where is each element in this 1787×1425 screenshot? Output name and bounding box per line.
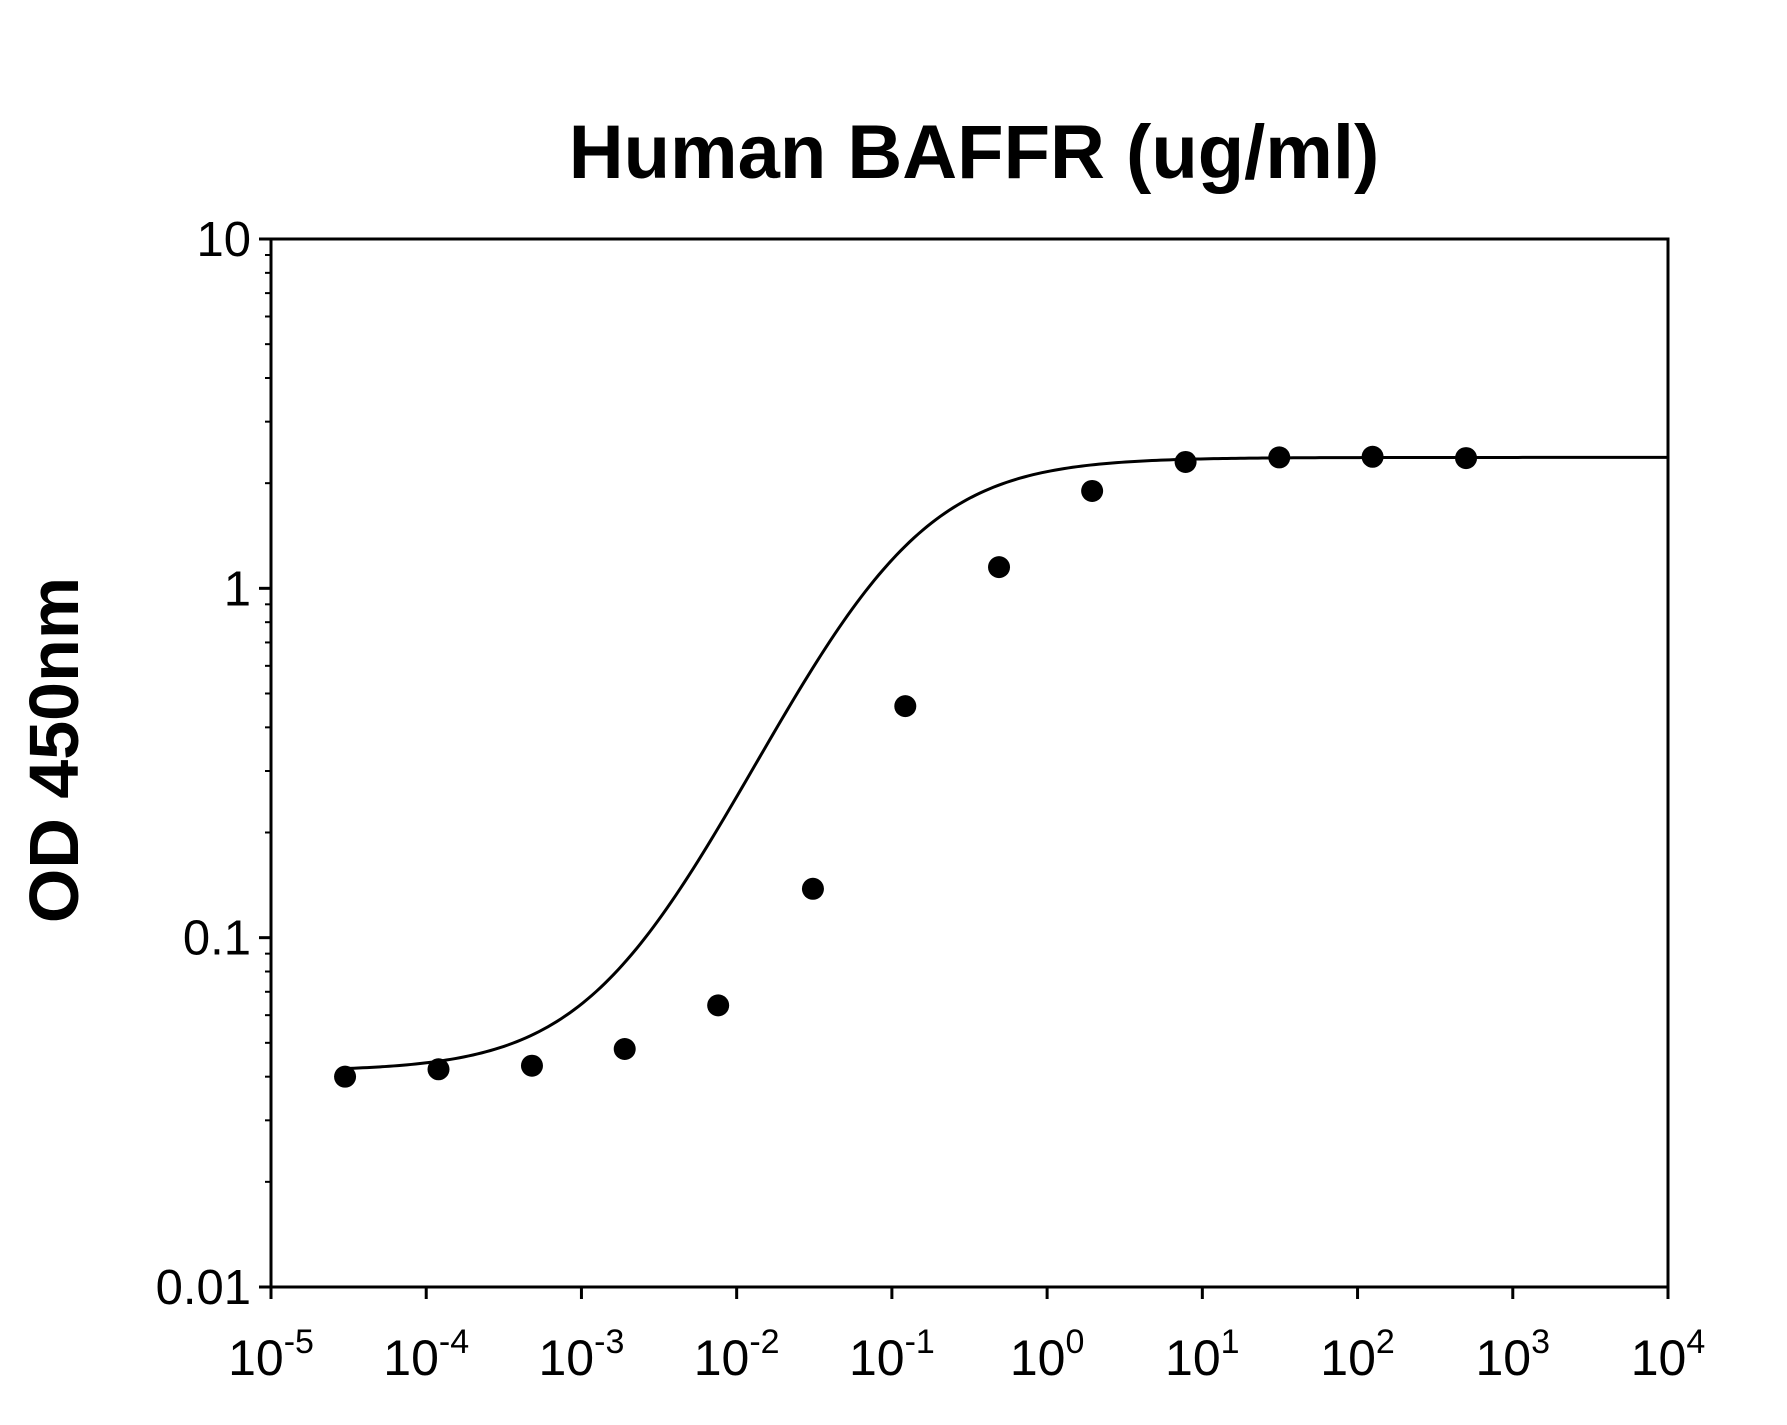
y-tick-label: 0.01 [156,1261,251,1315]
data-point [1361,445,1384,468]
x-tick-label: 10-3 [539,1323,625,1386]
data-point [613,1038,636,1061]
y-axis-label: OD 450nm [15,577,93,923]
x-tick-label: 10-5 [228,1323,314,1386]
y-tick-label: 0.1 [183,912,251,966]
x-tick-label: 10-2 [694,1323,780,1386]
chart-title: Human BAFFR (ug/ml) [569,110,1380,195]
x-tick-label: 101 [1165,1323,1240,1386]
data-point [801,877,824,900]
y-tick-label: 10 [196,213,251,267]
data-point [1174,450,1197,473]
x-tick-label: 103 [1476,1323,1551,1386]
data-point [520,1054,543,1077]
data-point [988,556,1011,579]
data-point [1455,447,1478,470]
fit-curve-layer [345,455,1668,1071]
y-tick-label: 1 [224,562,251,616]
x-tick-label: 100 [1010,1323,1085,1386]
data-point [427,1058,450,1081]
x-tick-label: 10-4 [383,1323,469,1386]
x-tick-label: 102 [1320,1323,1395,1386]
data-point [894,695,917,718]
x-tick-label: 10-1 [849,1323,935,1386]
data-point [1268,446,1291,469]
x-tick-label: 104 [1631,1323,1706,1386]
plot-frame [269,237,1670,1289]
data-points [334,445,1478,1088]
fit-curve [345,455,1668,1071]
axes: 0.01 0.1 1 10 10-5 10-4 10-3 10-2 10-1 100 101 102 1… [156,213,1706,1386]
data-point [1081,479,1104,502]
data-point [707,994,730,1017]
data-point [334,1065,357,1088]
